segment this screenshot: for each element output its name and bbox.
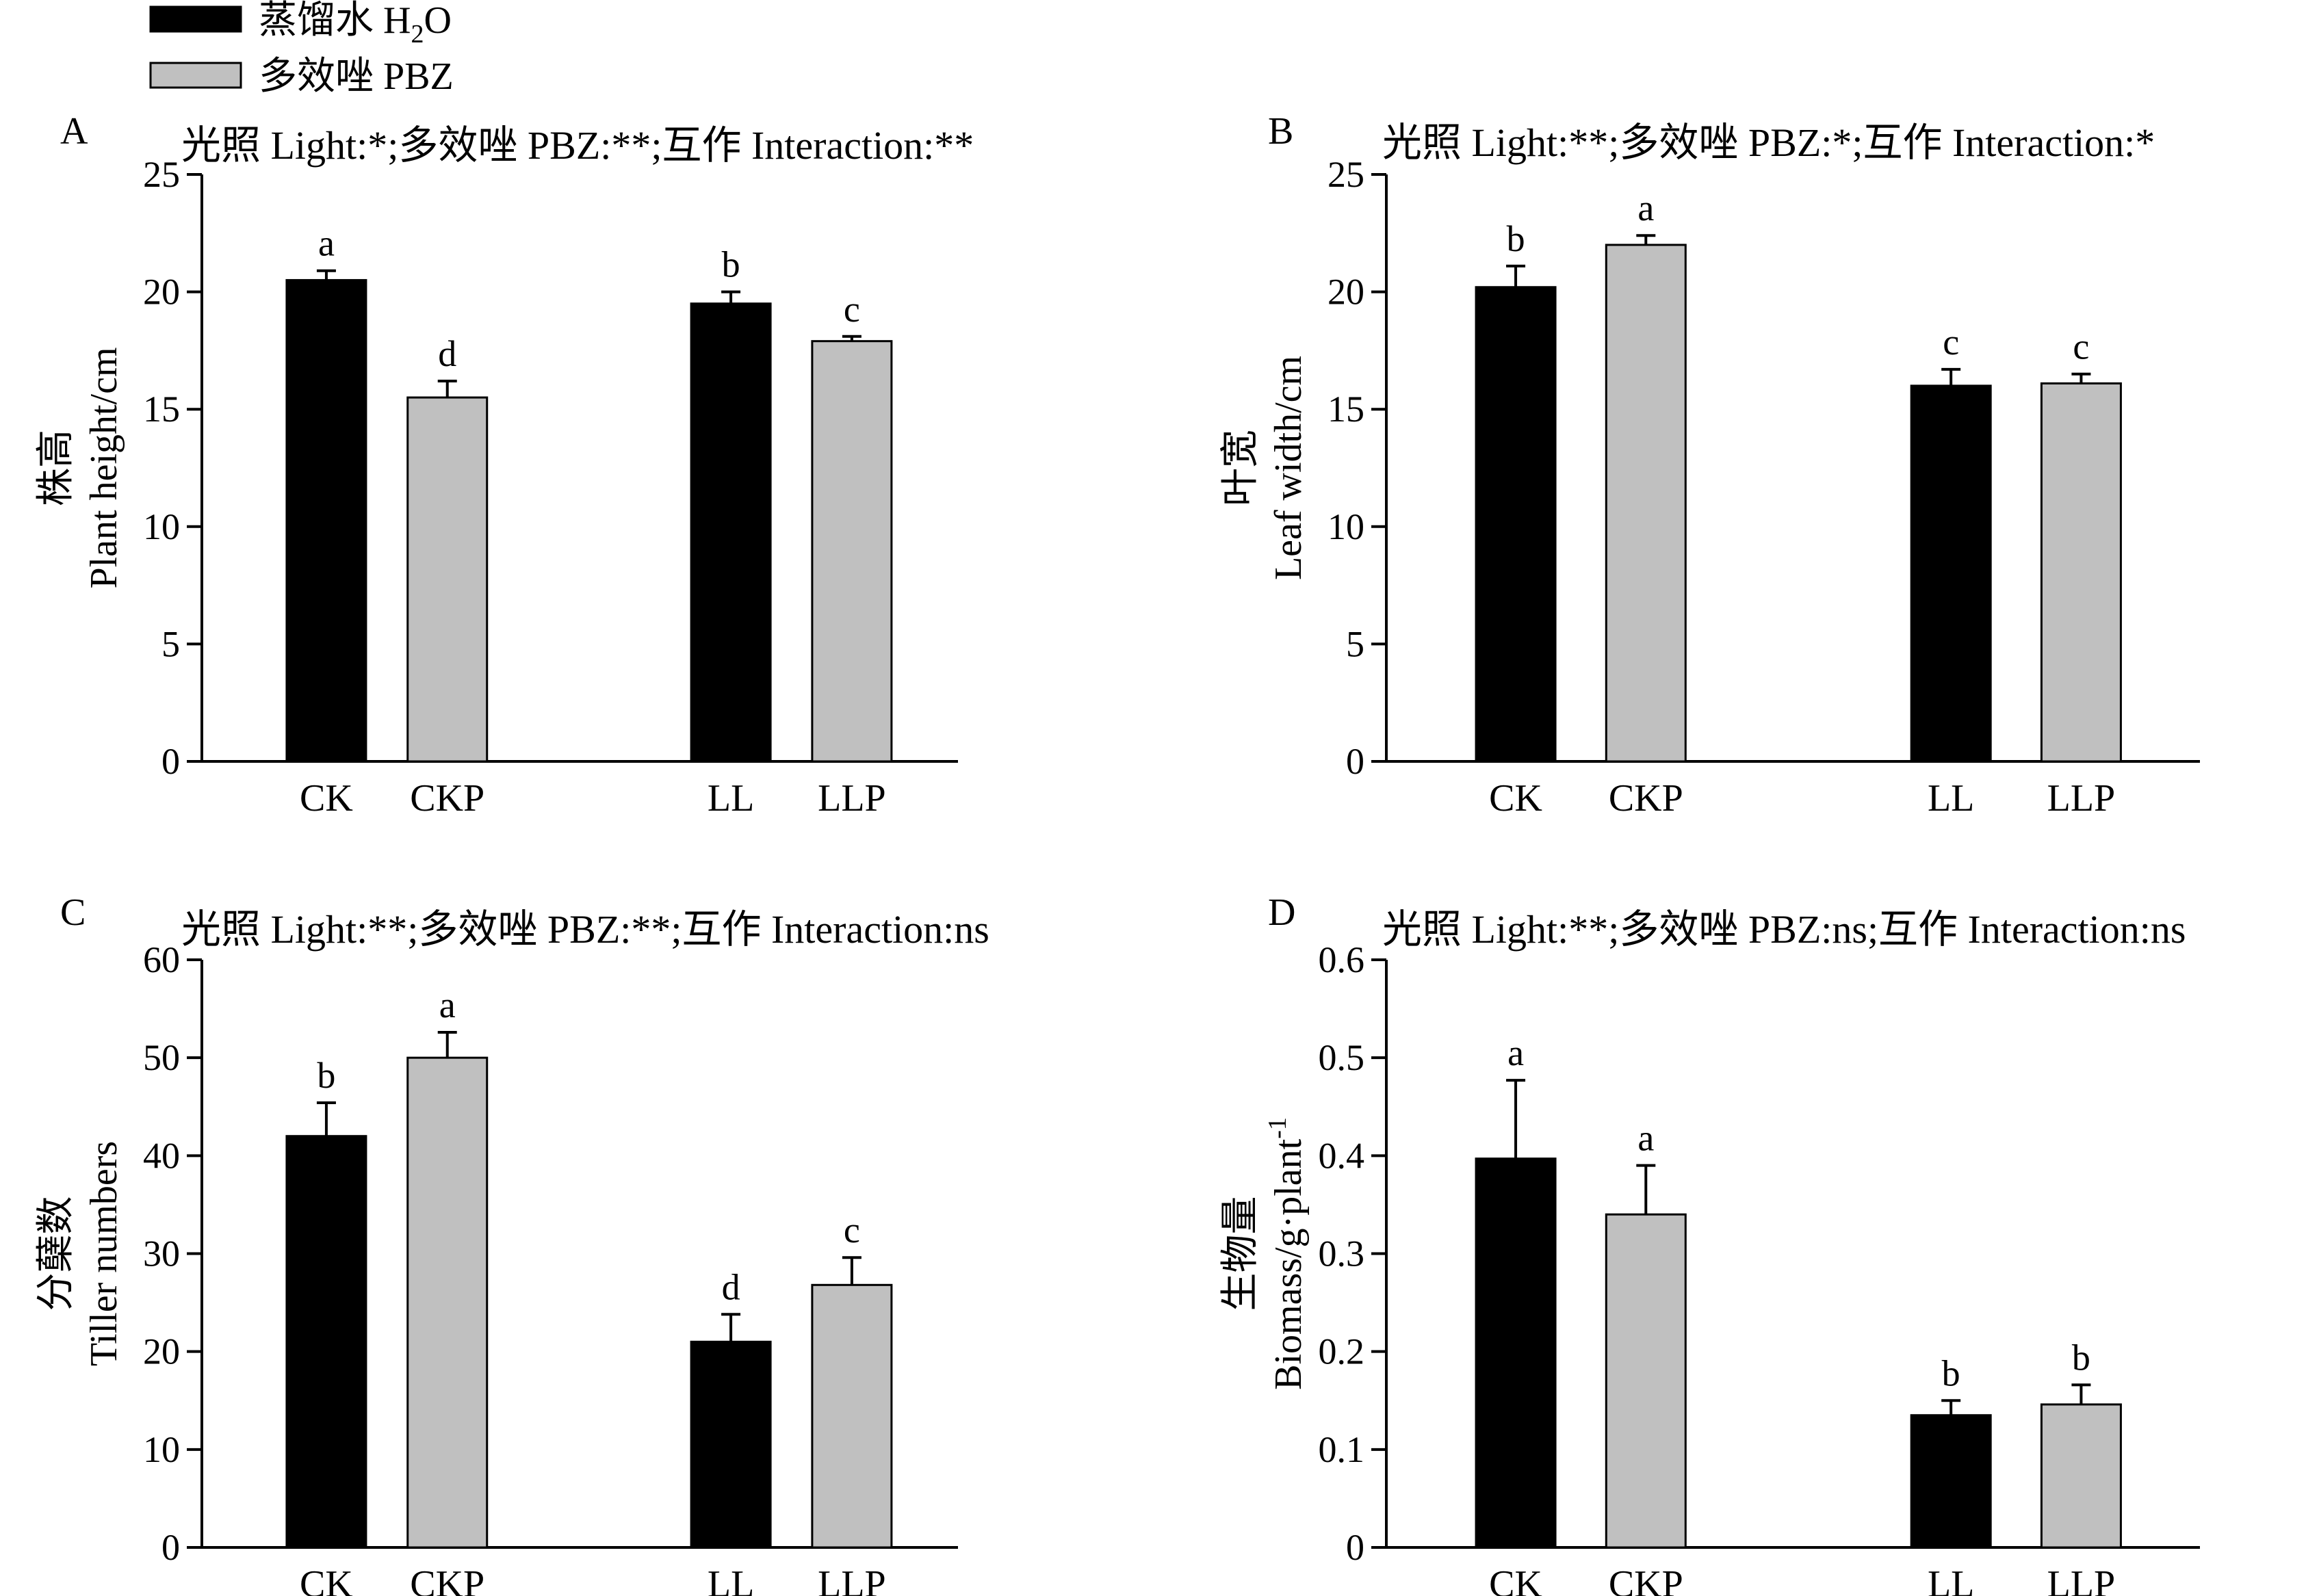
y-tick-label: 0.5 [1319,1037,1365,1078]
bar-ck [285,278,367,763]
y-tick-label: 50 [143,1037,180,1078]
legend-label-pbz: 多效唑 PBZ [259,55,454,98]
significance-letter: d [722,1266,740,1307]
bar-ck [1475,1157,1557,1549]
y-tick-label: 0 [161,741,180,782]
x-tick-label: CK [300,777,353,820]
y-tick-label: 0 [1346,741,1364,782]
panel-title: 光照 Light:**;多效唑 PBZ:ns;互作 Interaction:ns [1382,907,2186,952]
x-tick-label: CKP [410,1563,484,1596]
y-tick-label: 25 [1327,154,1364,195]
y-tick-label: 15 [1327,389,1364,430]
y-axis-label: 叶宽 Leaf width/cm [1219,356,1310,580]
bar-ll [690,1340,772,1549]
panel-title: 光照 Light:**;多效唑 PBZ:*;互作 Interaction:* [1382,120,2155,165]
significance-letter: a [439,984,456,1025]
x-tick-label: CK [1489,777,1542,820]
significance-letter: a [318,223,335,264]
significance-letter: c [844,1209,860,1251]
chart-panel-c: C 光照 Light:**;多效唑 PBZ:**;互作 Interaction:n… [35,891,989,1596]
x-tick-label: LLP [818,1563,886,1596]
significance-letter: b [317,1055,335,1096]
x-tick-label: LLP [818,777,886,820]
bar-llp [2040,382,2122,763]
y-tick-label: 0.3 [1319,1233,1365,1274]
significance-letter: a [1637,1118,1654,1159]
y-tick-label: 0 [161,1527,180,1568]
x-tick-label: LL [1928,777,1974,820]
x-tick-label: CKP [410,777,484,820]
y-tick-label: 60 [143,939,180,980]
bar-ll [690,302,772,763]
y-axis-label: 分蘖数 Tiller numbers [35,1141,125,1366]
significance-letter: d [438,333,456,374]
significance-letter: a [1637,187,1654,228]
x-tick-label: CK [300,1563,353,1596]
y-tick-label: 10 [143,506,180,547]
y-tick-label: 30 [143,1233,180,1274]
y-tick-label: 10 [143,1429,180,1470]
y-tick-label: 10 [1327,506,1364,547]
y-tick-label: 5 [161,623,180,664]
panel-letter: B [1268,110,1293,153]
bar-llp [811,340,893,763]
y-tick-label: 15 [143,389,180,430]
bar-ll [1910,384,1992,763]
y-tick-label: 5 [1346,623,1364,664]
x-tick-label: CKP [1609,777,1683,820]
legend: 蒸馏水 H2O 多效唑 PBZ [149,0,454,98]
panel-letter: C [60,891,86,934]
bar-ckp [406,1056,489,1549]
x-tick-label: LL [708,777,754,820]
significance-letter: a [1507,1032,1524,1073]
y-tick-label: 20 [143,1331,180,1372]
legend-swatch-pbz [149,62,242,89]
bar-ck [1475,286,1557,763]
bar-ll [1910,1414,1992,1549]
y-tick-label: 0.2 [1319,1331,1365,1372]
y-tick-label: 0 [1346,1527,1364,1568]
x-tick-label: CK [1489,1563,1542,1596]
y-tick-label: 0.4 [1319,1135,1365,1176]
y-tick-label: 20 [143,272,180,313]
legend-label-h2o: 蒸馏水 H2O [259,0,452,49]
significance-letter: b [1942,1352,1960,1394]
panel-letter: A [60,110,88,153]
y-tick-label: 0.1 [1319,1429,1365,1470]
bar-ckp [1605,1213,1687,1549]
significance-letter: c [844,289,860,330]
x-tick-label: LLP [2047,777,2116,820]
panel-letter: D [1268,891,1295,934]
legend-swatch-h2o [149,5,242,33]
significance-letter: c [1943,322,1959,363]
significance-letter: c [2073,326,2089,367]
chart-panel-b: B 光照 Light:**;多效唑 PBZ:*;互作 Interaction:* 0… [1219,110,2200,820]
y-axis-label: 生物量 Biomass/g·plant-1 [1219,1117,1310,1390]
x-tick-label: LL [708,1563,754,1596]
panel-title: 光照 Light:**;多效唑 PBZ:**;互作 Interaction:ns [181,907,989,952]
significance-letter: b [2072,1337,2090,1378]
chart-panel-a: A 光照 Light:*;多效唑 PBZ:**;互作 Interaction:**… [35,110,974,820]
bar-llp [2040,1403,2122,1549]
panel-title: 光照 Light:*;多效唑 PBZ:**;互作 Interaction:** [181,123,974,168]
bar-ckp [1605,244,1687,763]
chart-panel-d: D 光照 Light:**;多效唑 PBZ:ns;互作 Interaction:n… [1219,891,2200,1596]
bar-llp [811,1283,893,1549]
significance-letter: b [1507,218,1525,259]
x-tick-label: LLP [2047,1563,2116,1596]
bar-ck [285,1135,367,1549]
y-tick-label: 20 [1327,272,1364,313]
y-tick-label: 40 [143,1135,180,1176]
y-axis-label: 株高 Plant height/cm [35,347,125,588]
y-tick-label: 25 [143,154,180,195]
bar-ckp [406,396,489,763]
x-tick-label: CKP [1609,1563,1683,1596]
x-tick-label: LL [1928,1563,1974,1596]
y-tick-label: 0.6 [1319,939,1365,980]
significance-letter: b [722,244,740,285]
